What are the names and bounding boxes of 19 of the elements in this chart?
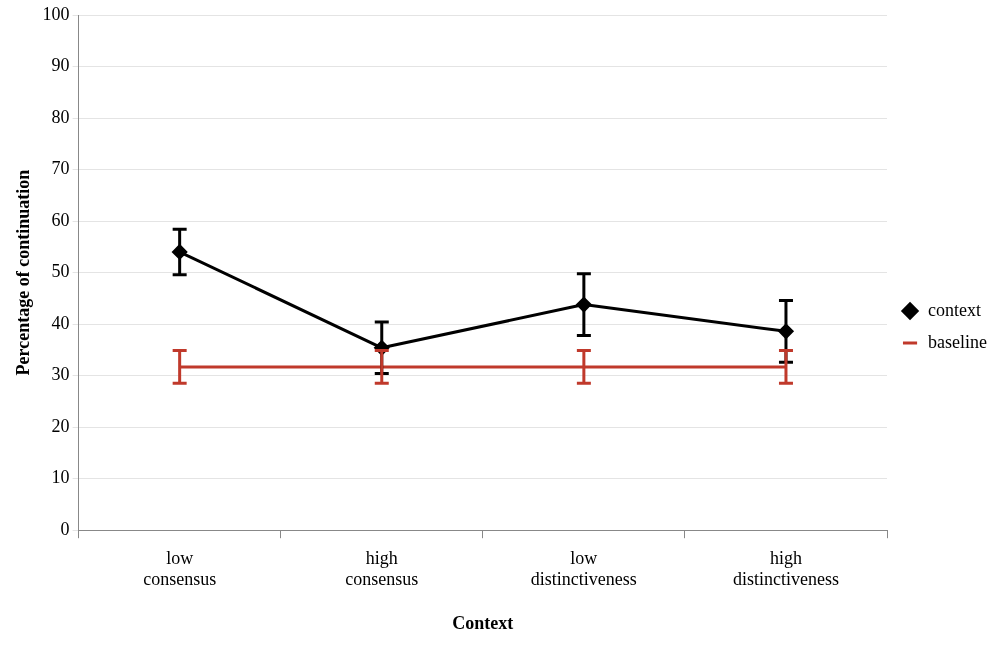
y-tick-label: 80 — [51, 106, 70, 127]
legend-label: context — [928, 299, 982, 320]
y-tick-label: 10 — [51, 467, 70, 488]
y-tick-label: 40 — [51, 312, 70, 333]
y-tick-label: 60 — [51, 209, 70, 230]
y-tick-label: 100 — [42, 3, 70, 24]
x-tick-label: low consensus — [143, 547, 217, 590]
x-axis-title: Context — [452, 612, 514, 633]
y-tick-label: 20 — [51, 415, 70, 436]
legend-label: baseline — [928, 331, 988, 352]
y-tick-label: 30 — [51, 364, 70, 385]
y-tick-label: 50 — [51, 261, 70, 282]
x-tick-label: high consensus — [345, 547, 419, 590]
x-tick-label: low distinctiveness — [530, 547, 637, 590]
y-axis-title: Percentage of continuation — [13, 169, 34, 376]
x-tick-label: high distinctiveness — [732, 547, 839, 590]
y-tick-label: 90 — [51, 55, 70, 76]
y-tick-label: 0 — [60, 518, 70, 539]
y-tick-label: 70 — [51, 158, 70, 179]
